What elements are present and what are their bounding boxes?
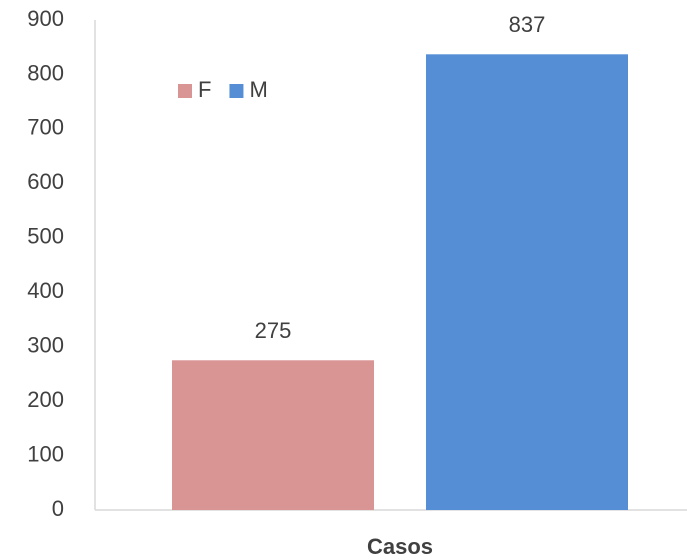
data-label: 837: [509, 12, 546, 37]
legend-label: F: [198, 77, 211, 102]
y-tick-label: 100: [27, 441, 64, 466]
legend-swatch: [229, 84, 244, 98]
y-tick-label: 500: [27, 224, 64, 249]
data-label: 275: [255, 318, 292, 343]
y-tick-label: 300: [27, 332, 64, 357]
bar: [172, 360, 374, 510]
legend-label: M: [249, 77, 267, 102]
legend-swatch: [178, 84, 192, 98]
y-tick-label: 900: [27, 6, 64, 31]
y-tick-label: 400: [27, 278, 64, 303]
y-tick-label: 0: [52, 496, 64, 521]
bar: [426, 54, 628, 511]
y-tick-label: 600: [27, 169, 64, 194]
x-axis-label: Casos: [367, 534, 433, 559]
y-tick-label: 200: [27, 387, 64, 412]
y-tick-label: 700: [27, 115, 64, 140]
y-tick-label: 800: [27, 60, 64, 85]
